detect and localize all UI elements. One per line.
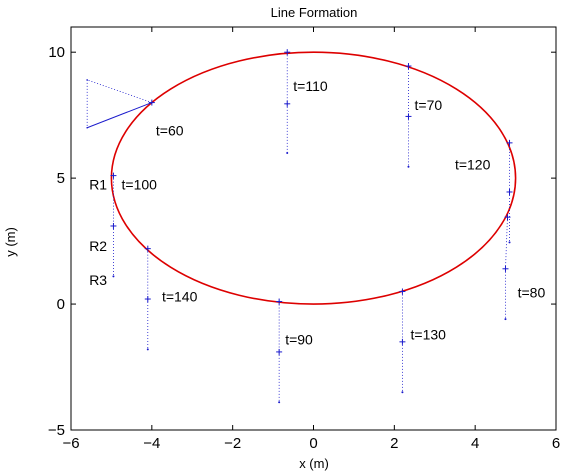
reference-path bbox=[110, 51, 517, 305]
time-label: t=120 bbox=[455, 156, 491, 172]
robot-marker bbox=[506, 139, 513, 146]
y-axis-label: y (m) bbox=[3, 227, 18, 257]
robot-marker bbox=[405, 63, 412, 70]
formation-snapshot bbox=[399, 288, 406, 394]
time-label: t=90 bbox=[285, 331, 313, 347]
formation-link bbox=[86, 102, 153, 129]
chart-title: Line Formation bbox=[271, 5, 358, 20]
robot-dot bbox=[508, 241, 511, 244]
robot-dot bbox=[86, 79, 88, 81]
robot-label: R1 bbox=[89, 176, 107, 192]
robot-dot bbox=[286, 151, 289, 154]
robot-dot bbox=[401, 391, 404, 394]
robot-marker bbox=[284, 100, 291, 107]
robot-marker bbox=[405, 113, 412, 120]
robot-marker bbox=[504, 214, 511, 221]
time-label: t=110 bbox=[293, 78, 328, 94]
robot-marker bbox=[148, 99, 155, 106]
robot-label: R2 bbox=[89, 238, 107, 254]
robot-marker bbox=[502, 265, 509, 272]
formation-snapshot bbox=[506, 139, 513, 244]
formation-snapshot bbox=[276, 298, 283, 404]
robot-marker bbox=[110, 172, 117, 179]
robot-marker bbox=[276, 348, 283, 355]
formation-snapshot bbox=[502, 214, 511, 321]
formation-snapshot bbox=[110, 172, 117, 278]
plot-area bbox=[70, 26, 557, 431]
x-tick-label: −4 bbox=[143, 435, 160, 452]
chart-marks bbox=[86, 49, 517, 404]
formation-snapshot bbox=[86, 79, 155, 129]
y-tick-label: 5 bbox=[57, 170, 65, 187]
y-tick-label: 0 bbox=[57, 296, 65, 313]
time-label: t=140 bbox=[162, 289, 198, 305]
robot-label: R3 bbox=[89, 272, 107, 288]
robot-dot bbox=[278, 401, 281, 404]
time-label: t=130 bbox=[411, 326, 447, 342]
formation-snapshot bbox=[405, 63, 412, 168]
robot-marker bbox=[506, 188, 513, 195]
robot-marker bbox=[276, 298, 283, 305]
formation-snapshot bbox=[284, 49, 291, 154]
annotation-layer: t=60 t=110 t=70 t=120 t=80 t=100 t=140 t=90 t=13… bbox=[89, 78, 545, 347]
x-tick-label: −2 bbox=[224, 435, 241, 452]
formation-link-dotted bbox=[87, 79, 152, 103]
robot-marker bbox=[110, 222, 117, 229]
y-tick-label: −5 bbox=[48, 422, 65, 439]
robot-marker bbox=[399, 338, 406, 345]
robot-dot bbox=[86, 126, 88, 129]
robot-dot bbox=[112, 275, 115, 278]
x-tick-label: 4 bbox=[471, 435, 479, 452]
time-label: t=60 bbox=[156, 122, 184, 138]
time-label: t=80 bbox=[518, 285, 546, 301]
robot-marker bbox=[284, 49, 291, 56]
robot-dot bbox=[146, 348, 149, 351]
plot-frame bbox=[70, 26, 557, 431]
robot-marker bbox=[399, 288, 406, 295]
formation-snapshot bbox=[144, 245, 151, 351]
time-label: t=70 bbox=[415, 97, 443, 113]
y-tick-label: 10 bbox=[48, 44, 65, 61]
robot-marker bbox=[144, 245, 151, 252]
robot-marker bbox=[144, 296, 151, 303]
robot-dot bbox=[407, 165, 410, 168]
robot-dot bbox=[504, 318, 507, 321]
time-label: t=100 bbox=[122, 176, 158, 192]
x-tick-label: 2 bbox=[390, 435, 398, 452]
x-tick-label: 6 bbox=[552, 435, 560, 452]
x-tick-label: 0 bbox=[309, 435, 317, 452]
axis-ticks: −6 −4 −2 0 2 4 6 −5 0 5 10 bbox=[48, 27, 560, 452]
x-axis-label: x (m) bbox=[299, 456, 329, 471]
x-tick-label: −6 bbox=[62, 435, 79, 452]
